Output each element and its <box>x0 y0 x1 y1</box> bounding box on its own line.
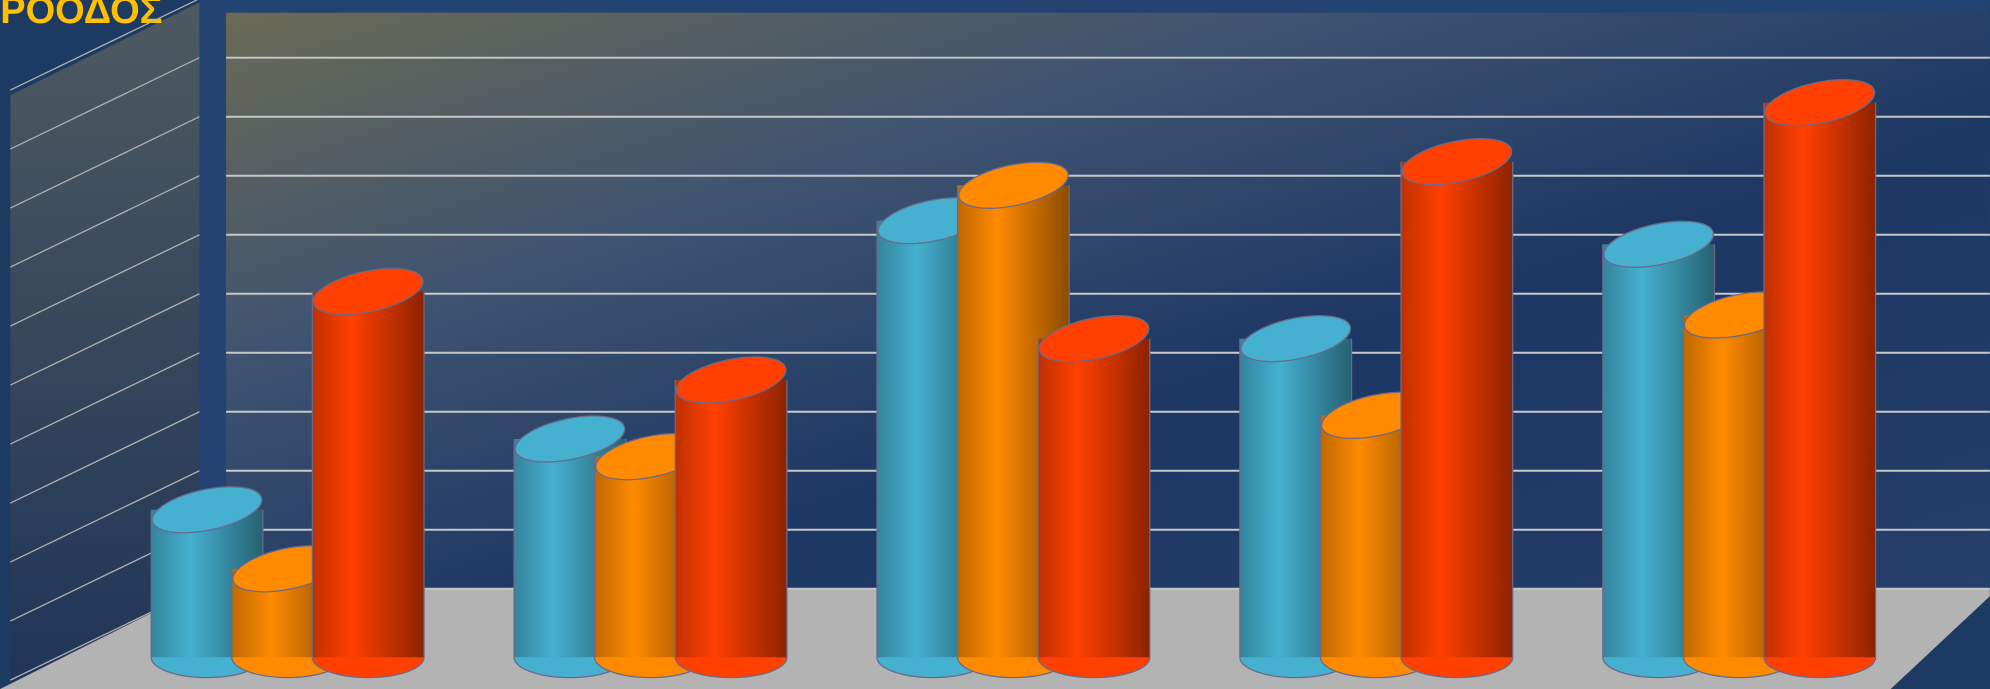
cylinder-top <box>514 415 626 463</box>
side-grid-line <box>10 234 200 327</box>
cylinder-top <box>1603 220 1715 268</box>
cylinder <box>1400 138 1514 679</box>
side-grid-line <box>10 0 199 91</box>
cylinder-body <box>312 291 425 658</box>
cylinder <box>1037 315 1151 679</box>
cylinder <box>674 356 788 679</box>
side-grid-line <box>10 57 200 150</box>
cylinder-body <box>1763 102 1876 658</box>
cylinder <box>311 267 425 679</box>
floor-corner <box>1890 596 1990 689</box>
cylinder-body <box>675 379 787 658</box>
cylinder-top <box>1764 79 1876 127</box>
cylinder-top <box>675 356 787 404</box>
cylinder-top <box>1240 315 1352 363</box>
side-grid-line <box>10 175 200 268</box>
side-grid-line <box>10 293 200 386</box>
side-grid-line <box>10 116 200 209</box>
chart-title: ΡΟΟΔΟΣ <box>0 0 162 32</box>
cylinder-top <box>151 486 263 534</box>
side-grid-line <box>10 411 200 504</box>
side-grid-line <box>10 470 200 563</box>
cylinder-top <box>1401 138 1513 186</box>
cylinder-body <box>1401 161 1513 658</box>
cylinder-top <box>1038 315 1150 363</box>
cylinder <box>1763 79 1877 679</box>
cylinder-top <box>312 267 424 316</box>
cylinder-body <box>1038 338 1150 658</box>
cylinder-top <box>957 161 1069 209</box>
side-grid-line <box>10 352 200 445</box>
